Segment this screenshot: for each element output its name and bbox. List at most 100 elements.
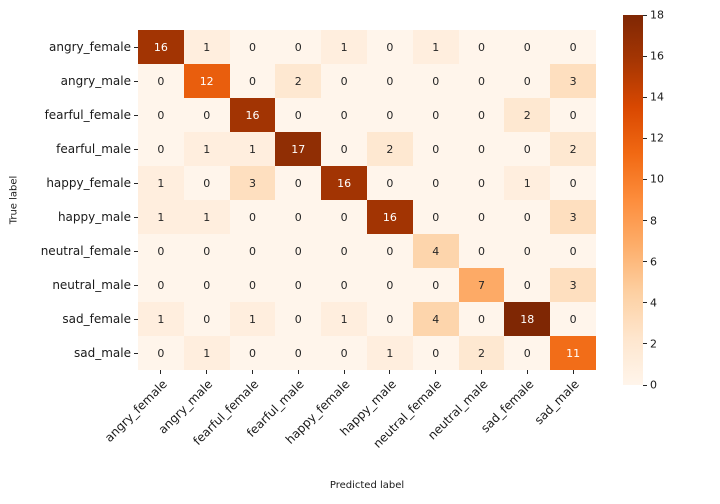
- heatmap-cell: 0: [275, 336, 322, 370]
- heatmap-cell: 1: [183, 200, 230, 234]
- colorbar-tick-mark: [643, 178, 647, 180]
- heatmap-cell: 16: [229, 98, 276, 132]
- heatmap-cell: 0: [412, 336, 459, 370]
- x-tick-mark: [435, 370, 437, 374]
- heatmap-cell: 1: [138, 166, 184, 200]
- heatmap-cell: 0: [550, 166, 596, 200]
- heatmap-cell: 1: [229, 302, 276, 336]
- heatmap-cell: 3: [550, 268, 596, 302]
- heatmap-cell: 0: [504, 64, 551, 98]
- colorbar-tick-mark: [643, 302, 647, 304]
- colorbar-tick-mark: [643, 14, 647, 16]
- colorbar-tick-label: 6: [650, 255, 657, 269]
- heatmap-cell: 0: [458, 30, 505, 64]
- colorbar-tick-label: 0: [650, 378, 657, 392]
- heatmap-cell: 4: [412, 234, 459, 268]
- heatmap-cell: 1: [183, 30, 230, 64]
- heatmap-cell: 0: [366, 234, 413, 268]
- heatmap-cell: 1: [229, 132, 276, 166]
- heatmap-cell: 0: [412, 268, 459, 302]
- x-tick-mark: [481, 370, 482, 374]
- heatmap-cell: 0: [275, 166, 322, 200]
- heatmap-cell: 0: [321, 336, 367, 370]
- x-tick-label: angry_female: [101, 377, 170, 445]
- heatmap-cell: 0: [412, 200, 459, 234]
- heatmap-cell: 1: [412, 30, 459, 64]
- heatmap-cell: 0: [321, 64, 367, 98]
- colorbar-tick-label: 2: [650, 337, 657, 351]
- heatmap-cell: 0: [183, 166, 230, 200]
- x-tick-mark: [206, 370, 208, 374]
- heatmap-cell: 0: [412, 132, 459, 166]
- heatmap-cell: 0: [366, 268, 413, 302]
- heatmap-cell: 0: [458, 234, 505, 268]
- colorbar-tick-label: 8: [650, 214, 657, 228]
- heatmap-cell: 0: [504, 132, 551, 166]
- y-tick-mark: [134, 80, 138, 82]
- heatmap-cell: 1: [138, 200, 184, 234]
- colorbar: [623, 15, 643, 385]
- heatmap-cell: 0: [138, 132, 184, 166]
- heatmap-cell: 2: [504, 98, 551, 132]
- heatmap-cell: 1: [138, 302, 184, 336]
- heatmap-cell: 0: [275, 30, 322, 64]
- y-tick-mark: [134, 284, 138, 286]
- heatmap-cell: 0: [229, 200, 276, 234]
- heatmap-cell: 1: [321, 302, 367, 336]
- heatmap-cell: 0: [183, 98, 230, 132]
- heatmap-cell: 0: [229, 234, 276, 268]
- heatmap-cell: 0: [504, 336, 551, 370]
- y-tick-label: sad_female: [62, 312, 131, 326]
- y-tick-mark: [134, 182, 138, 184]
- heatmap-cell: 0: [550, 30, 596, 64]
- heatmap-cell: 3: [550, 64, 596, 98]
- x-tick-mark: [572, 370, 574, 374]
- heatmap-cell: 0: [275, 302, 322, 336]
- heatmap-cell: 1: [504, 166, 551, 200]
- heatmap-cell: 0: [550, 302, 596, 336]
- heatmap-grid: 16 1 0 0 1 0 1 0 0 0 0 12 0 2 0 0 0 0 0 3 0 0 16 0 0 0 0 0 2 0 0 1 1 17 0 2…: [138, 30, 596, 370]
- y-tick-label: neutral_male: [52, 278, 131, 292]
- x-tick-mark: [526, 370, 528, 374]
- heatmap-cell: 0: [366, 98, 413, 132]
- heatmap-cell: 0: [275, 268, 322, 302]
- heatmap-cell: 0: [504, 268, 551, 302]
- y-tick-mark: [134, 250, 138, 252]
- heatmap-cell: 11: [550, 336, 596, 370]
- y-tick-label: fearful_female: [44, 108, 131, 122]
- y-tick-mark: [134, 148, 138, 150]
- heatmap-cell: 0: [412, 166, 459, 200]
- heatmap-cell: 0: [321, 132, 367, 166]
- heatmap-cell: 16: [138, 30, 184, 64]
- heatmap-cell: 0: [550, 98, 596, 132]
- y-tick-mark: [134, 352, 138, 354]
- x-tick-mark: [252, 370, 253, 374]
- y-tick-mark: [134, 46, 138, 48]
- y-tick-label: fearful_male: [56, 142, 131, 156]
- y-tick-mark: [134, 318, 138, 320]
- heatmap-cell: 0: [275, 234, 322, 268]
- heatmap-cell: 0: [458, 200, 505, 234]
- heatmap-cell: 0: [229, 268, 276, 302]
- x-tick-mark: [389, 370, 391, 374]
- colorbar-tick-mark: [643, 137, 647, 139]
- heatmap-cell: 0: [504, 200, 551, 234]
- x-tick-label: sad_male: [531, 377, 582, 428]
- colorbar-tick-mark: [643, 55, 647, 57]
- heatmap-cell: 0: [229, 30, 276, 64]
- heatmap-cell: 1: [366, 336, 413, 370]
- colorbar-tick-mark: [643, 261, 647, 263]
- heatmap-cell: 3: [229, 166, 276, 200]
- heatmap-cell: 3: [550, 200, 596, 234]
- heatmap-cell: 0: [321, 200, 367, 234]
- heatmap-cell: 2: [550, 132, 596, 166]
- y-tick-label: angry_male: [60, 74, 131, 88]
- colorbar-tick-label: 4: [650, 296, 657, 310]
- y-tick-label: happy_female: [46, 176, 131, 190]
- heatmap-cell: 0: [366, 64, 413, 98]
- heatmap-cell: 0: [183, 268, 230, 302]
- heatmap-cell: 0: [275, 98, 322, 132]
- heatmap-cell: 2: [275, 64, 322, 98]
- heatmap-cell: 0: [138, 64, 184, 98]
